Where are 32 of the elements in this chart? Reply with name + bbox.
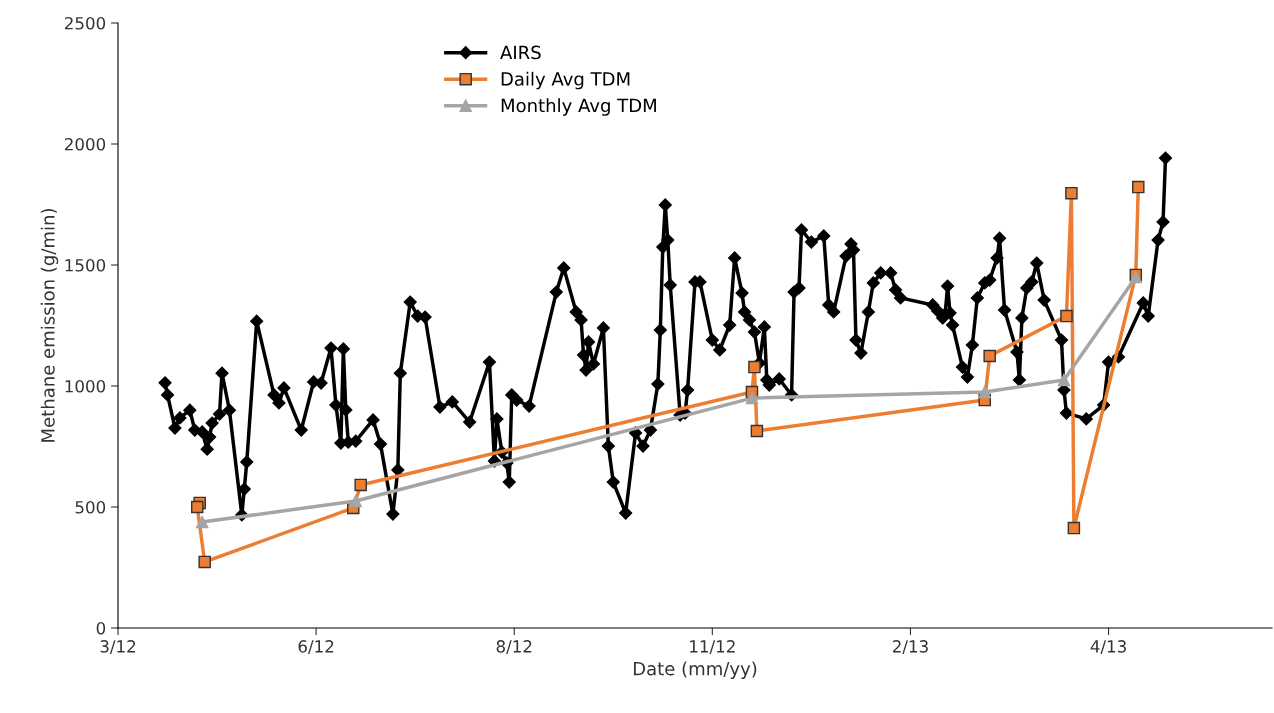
point [1065, 186, 1078, 200]
x-tick-label: 6/12 [298, 640, 334, 655]
x-tick-label: 3/12 [100, 640, 136, 655]
point [1057, 373, 1071, 387]
point [978, 385, 991, 399]
point [354, 478, 367, 492]
point [198, 555, 211, 569]
point [983, 349, 996, 363]
point [1060, 309, 1073, 323]
y-tick-label: 0 [96, 621, 106, 635]
x-tick-label: 4/13 [1090, 640, 1126, 655]
x-axis-title: Date (mm/yy) [633, 661, 757, 679]
x-tick-label: 2/13 [892, 640, 928, 655]
y-tick-label: 2500 [65, 16, 106, 30]
y-axis-title: Methane emission (g/min) [40, 209, 59, 442]
x-tick-label: 11/12 [690, 640, 735, 655]
point [349, 494, 362, 508]
legend-label: AIRS [500, 45, 541, 60]
point [748, 360, 761, 374]
point [195, 515, 209, 529]
point [190, 500, 204, 514]
y-tick-label: 500 [75, 500, 106, 514]
point [1132, 180, 1145, 194]
y-tick-label: 1500 [65, 258, 106, 272]
legend-label: Monthly Avg TDM [501, 98, 656, 116]
y-tick-label: 1000 [65, 379, 106, 393]
point [745, 391, 759, 405]
y-tick-label: 2000 [65, 137, 106, 151]
point [750, 424, 764, 438]
x-tick-label: 8/12 [496, 640, 532, 655]
point [1067, 521, 1081, 535]
legend-label: Daily Avg TDM [501, 71, 630, 90]
